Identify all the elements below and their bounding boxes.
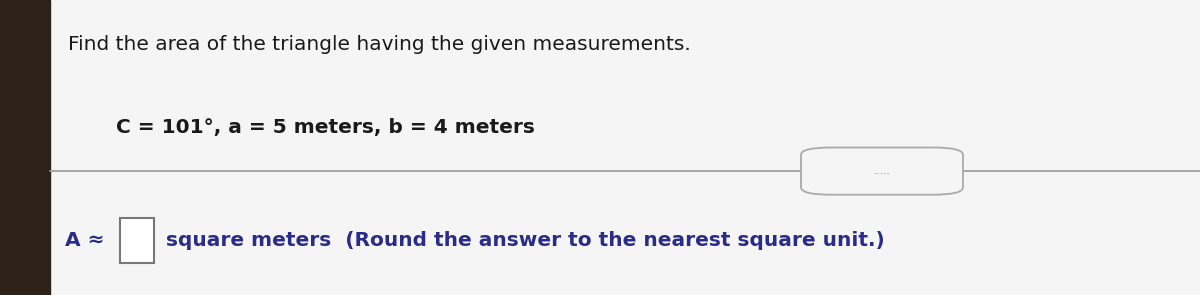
FancyBboxPatch shape bbox=[802, 148, 964, 195]
Text: A ≈: A ≈ bbox=[65, 231, 104, 250]
Text: square meters  (Round the answer to the nearest square unit.): square meters (Round the answer to the n… bbox=[166, 231, 884, 250]
Text: .....: ..... bbox=[874, 166, 890, 176]
Bar bbox=[120, 218, 154, 263]
Bar bbox=[0, 0, 50, 295]
Text: C = 101°, a = 5 meters, b = 4 meters: C = 101°, a = 5 meters, b = 4 meters bbox=[116, 118, 535, 137]
Text: Find the area of the triangle having the given measurements.: Find the area of the triangle having the… bbox=[68, 35, 691, 54]
